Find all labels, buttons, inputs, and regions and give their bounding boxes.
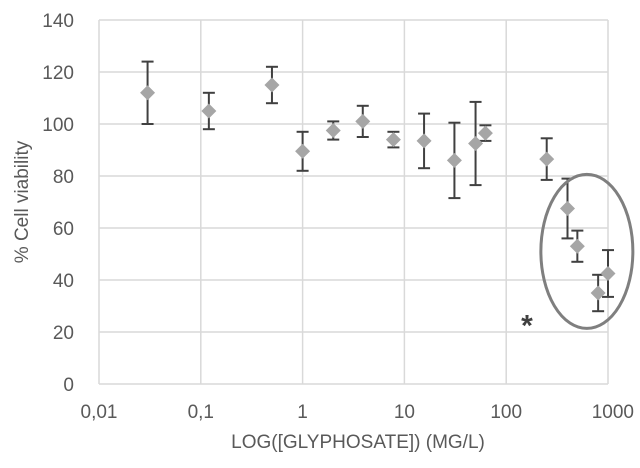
data-point [468,136,484,151]
gridlines [98,19,609,385]
y-tick-label: 60 [53,219,74,240]
highlight-ellipse [539,172,635,330]
x-tick-label: 0,1 [188,402,214,423]
data-point [539,151,555,167]
data-point [477,125,493,141]
data-point [355,113,371,129]
x-tick-label: 10 [394,402,415,423]
x-tick-label: 1000 [592,402,634,423]
data-point [264,77,280,93]
x-tick-label: 1 [297,402,308,423]
significance-asterisk: * [521,310,533,343]
y-tick-label: 140 [42,11,74,32]
data-point [295,143,311,159]
y-tick-label: 120 [42,63,74,84]
x-tick-label: 100 [490,402,522,423]
x-axis-title: LOG([GLYPHOSATE]) (MG/L) [231,432,485,453]
y-tick-label: 0 [63,375,74,396]
y-tick-label: 40 [53,271,74,292]
data-point [385,132,401,148]
y-tick-labels: 0 20 40 60 80 100 120 140 [42,11,74,396]
data-point [559,201,575,216]
x-tick-labels: 0,01 0,1 1 10 100 1000 [81,402,634,423]
data-point [590,285,606,301]
data-point [140,85,156,101]
data-point [201,103,217,119]
annotations: * [521,172,635,343]
y-axis-title: % Cell viability [12,140,33,263]
data-point [325,123,341,138]
x-tick-label: 0,01 [81,402,118,423]
data-point [569,238,585,254]
data-points [140,77,616,301]
data-point [416,133,432,149]
y-tick-label: 20 [53,323,74,344]
data-point [600,266,616,281]
y-tick-label: 100 [42,115,74,136]
data-point [446,152,462,168]
y-tick-label: 80 [53,167,74,188]
